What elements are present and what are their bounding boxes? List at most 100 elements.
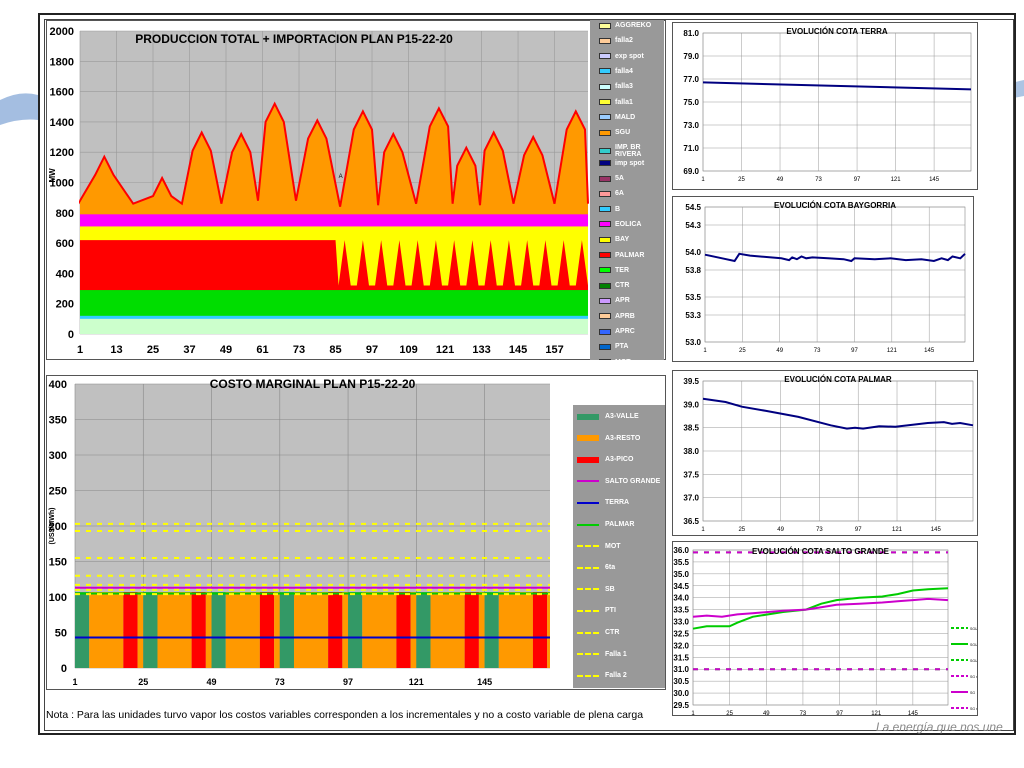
legend-item: SB [577, 586, 615, 593]
legend-label: APRB [615, 312, 635, 320]
plot-area [692, 549, 949, 706]
legend-label: APRC [615, 328, 635, 335]
legend-label: PTA [615, 343, 629, 351]
x-tick-label: 1 [72, 677, 77, 687]
x-tick-label: 97 [343, 677, 353, 687]
legend-swatch [577, 566, 599, 569]
legend-swatch [577, 631, 599, 634]
legend-label: MOT [605, 542, 621, 550]
bar-A3-RESTO [362, 592, 397, 668]
x-tick-label: 25 [726, 711, 733, 715]
legend-label: TER [615, 266, 629, 274]
legend-label: SG [970, 691, 975, 695]
legend-label: PALMAR [615, 251, 645, 259]
legend-label: SGU max [970, 627, 977, 631]
palmar-chart: 39.5 39.0 38.5 38.0 37.5 37.0 36.51 25 49 73 97 121… [683, 375, 974, 533]
salto-chart-panel: 36.0 35.5 35.0 34.5 34.0 33.5 33.0 32.5 32.0 31.5… [672, 541, 978, 716]
y-tick-label: 38.0 [683, 447, 699, 456]
bar-A3-PICO [259, 592, 275, 668]
legend-label: AGGREKO [615, 22, 652, 29]
x-tick-label: 73 [275, 677, 285, 687]
bar-A3-RESTO [294, 592, 329, 668]
legend-swatch [599, 297, 611, 304]
y-tick-label: 800 [56, 208, 74, 220]
legend-label: falla1 [615, 98, 633, 106]
chart-title: EVOLUCIÓN COTA BAYGORRIA [774, 201, 896, 210]
legend-swatch [599, 267, 611, 274]
legend-item: MALD [599, 114, 635, 121]
y-axis-label: (US$/MWh) [49, 508, 56, 545]
legend-label: PALMAR [605, 521, 635, 528]
y-tick-label: 33.0 [673, 618, 689, 627]
legend-swatch [599, 83, 611, 90]
x-tick-label: 49 [777, 177, 784, 183]
y-tick-label: 53.5 [685, 293, 701, 302]
legend-item: falla1 [599, 99, 633, 106]
y-tick-label: 30.0 [673, 689, 689, 698]
legend-item: APRB [599, 313, 635, 320]
y-tick-label: 31.5 [673, 653, 689, 662]
x-tick-label: 73 [800, 711, 807, 715]
bar-A3-RESTO [410, 592, 417, 668]
x-tick-label: 25 [138, 677, 148, 687]
legend-label: falla4 [615, 67, 633, 75]
legend-swatch [599, 129, 611, 136]
y-tick-label: 54.3 [685, 221, 701, 230]
y-tick-label: 400 [49, 379, 67, 391]
legend-swatch [599, 206, 611, 213]
legend-swatch [577, 501, 599, 504]
x-tick-label: 145 [931, 527, 942, 533]
bar-A3-RESTO [137, 592, 144, 668]
legend-label: A3-VALLE [605, 413, 639, 420]
x-tick-label: 85 [329, 344, 341, 356]
legend-label: Falla 1 [605, 650, 627, 658]
y-tick-label: 75.0 [683, 98, 699, 107]
legend-item: B [599, 206, 620, 213]
baygorria-chart: 54.5 54.3 54.0 53.8 53.5 53.3 53.01 25 49 73 97 121… [685, 201, 966, 354]
y-tick-label: 600 [56, 238, 74, 250]
legend-label: A3-PICO [605, 456, 634, 464]
series-line-SG [692, 597, 949, 618]
y-tick-label: 2000 [50, 26, 74, 38]
production-legend: AGGREKO falla2 exp spot falla4 falla3 falla1 M… [590, 20, 664, 360]
y-tick-label: 150 [49, 557, 67, 569]
legend-swatch [577, 480, 599, 483]
bar-A3-PICO [328, 592, 343, 668]
y-tick-label: 36.5 [683, 517, 699, 526]
series-line-SGU [692, 587, 949, 630]
bar-A3-VALLE [279, 592, 295, 668]
legend-swatch [599, 282, 611, 289]
y-tick-label: 73.0 [683, 121, 699, 130]
legend-label: SGU min [970, 659, 977, 663]
y-tick-label: 0 [61, 663, 67, 675]
y-tick-label: 37.0 [683, 494, 699, 503]
y-tick-label: 53.8 [685, 266, 701, 275]
legend-label: SGU [970, 643, 977, 647]
legend-label: 5A [615, 175, 624, 182]
y-tick-label: 1000 [50, 178, 74, 190]
x-tick-label: 145 [924, 348, 935, 354]
y-tick-label: 1800 [50, 56, 74, 68]
chart-title: EVOLUCIÓN COTA TERRA [786, 27, 888, 36]
x-tick-label: 145 [929, 177, 940, 183]
legend-swatch [599, 236, 611, 243]
chart-title: COSTO MARGINAL PLAN P15-22-20 [210, 377, 416, 391]
legend-label: APR [615, 297, 630, 305]
legend-label: CTR [605, 629, 620, 636]
legend-swatch [577, 653, 599, 656]
cost-chart: 400 350 300 250 200 150 100 50 01 25 49 73 97 121 145 C… [49, 377, 550, 687]
x-tick-label: 97 [851, 348, 858, 354]
cost-chart-panel: 400 350 300 250 200 150 100 50 0 1 25 49 73 97 121 145 C… [46, 375, 666, 690]
y-tick-label: 350 [49, 415, 67, 427]
legend-swatch [599, 22, 611, 29]
y-tick-label: 29.5 [673, 701, 689, 710]
x-tick-label: 97 [854, 177, 861, 183]
x-tick-label: 109 [399, 344, 417, 356]
bar-A3-PICO [464, 592, 479, 668]
x-tick-label: 61 [256, 344, 268, 356]
y-axis-label: MW [48, 168, 57, 183]
plot-area [704, 206, 966, 343]
y-tick-label: 200 [56, 299, 74, 311]
x-tick-label: 49 [777, 527, 784, 533]
y-tick-label: 37.5 [683, 470, 699, 479]
